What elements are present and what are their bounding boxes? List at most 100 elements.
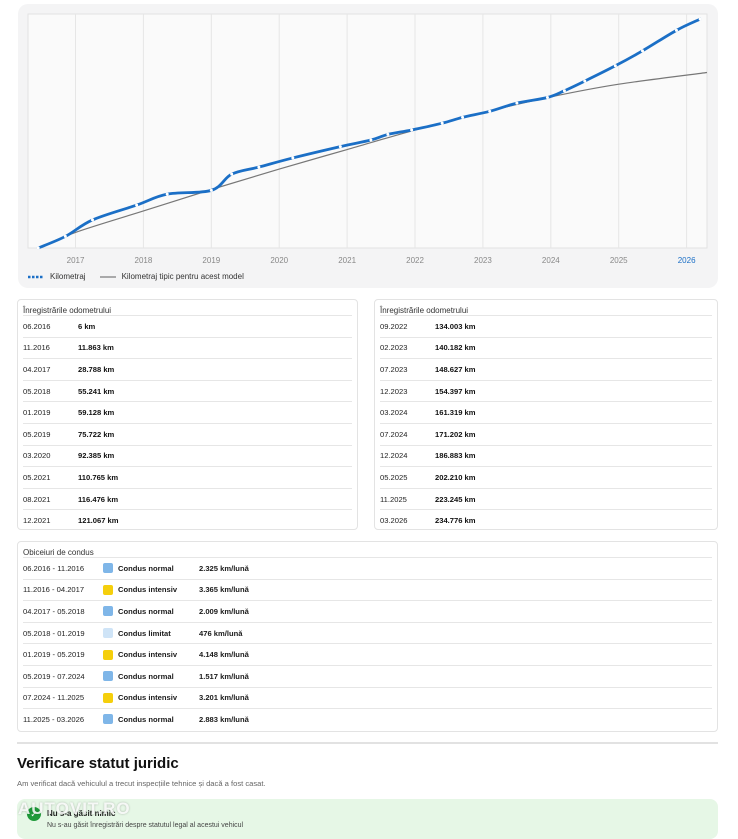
odometer-date: 12.2023 — [380, 386, 408, 396]
odometer-row: 01.2019 59.128 km — [23, 401, 352, 423]
odometer-row: 05.2018 55.241 km — [23, 379, 352, 402]
legend-item-mileage: Kilometraj — [28, 272, 86, 281]
odometer-date: 09.2022 — [380, 321, 408, 331]
habit-color-swatch — [103, 584, 113, 595]
odometer-date: 11.2025 — [380, 494, 407, 504]
habit-row: 04.2017 - 05.2018 Condus normal 2.009 km/l… — [23, 600, 712, 622]
habit-type: Condus normal — [118, 606, 174, 616]
habit-row: 05.2019 - 07.2024 Condus normal 1.517 km/l… — [23, 664, 712, 687]
mileage-point — [209, 188, 213, 192]
odometer-row: 11.2016 11.863 km — [23, 336, 352, 359]
habit-period: 07.2024 - 11.2025 — [23, 693, 85, 703]
mileage-point — [135, 203, 139, 207]
odometer-km: 154.397 km — [435, 386, 476, 396]
mileage-point — [36, 246, 40, 250]
habit-period: 04.2017 - 05.2018 — [23, 606, 85, 616]
habit-rate: 3.201 km/lună — [199, 693, 249, 703]
mileage-point — [488, 109, 492, 113]
legend-item-typical: Kilometraj tipic pentru acest model — [99, 272, 244, 281]
habit-row: 05.2018 - 01.2019 Condus limitat 476 km/lu… — [23, 621, 712, 644]
habit-row: 06.2016 - 11.2016 Condus normal 2.325 km/l… — [23, 557, 712, 579]
odometer-km: 110.765 km — [78, 472, 119, 482]
odometer-card-right: Înregistrările odometrului 09.2022 134.00… — [374, 299, 718, 530]
habit-rate: 2.883 km/lună — [199, 714, 249, 724]
series-line-typical — [37, 71, 708, 249]
odometer-date: 02.2023 — [380, 343, 408, 353]
odometer-row: 02.2023 140.182 km — [380, 336, 712, 359]
odometer-date: 05.2018 — [23, 386, 51, 396]
odometer-km: 75.722 km — [78, 429, 115, 439]
habit-color-swatch — [103, 628, 113, 639]
legal-status-text: Nu s-au găsit înregistrări despre statut… — [47, 822, 244, 829]
odometer-km: 121.067 km — [78, 516, 119, 526]
legal-status-title: Nu s-a găsit nimic — [47, 809, 116, 818]
odometer-km: 28.788 km — [78, 364, 115, 374]
odometer-row: 05.2021 110.765 km — [23, 466, 352, 488]
mileage-point — [515, 101, 519, 105]
habit-period: 05.2019 - 07.2024 — [23, 671, 85, 681]
odometer-row: 03.2024 161.319 km — [380, 401, 712, 423]
habit-type: Condus intensiv — [118, 650, 178, 660]
mileage-chart: 2017 2018 2019 2020 2021 2022 2023 2024 2025 2026 — [27, 13, 708, 265]
odometer-km: 92.385 km — [78, 451, 115, 461]
mileage-point — [165, 192, 169, 196]
odometer-km: 161.319 km — [435, 408, 476, 418]
habit-period: 11.2016 - 04.2017 — [23, 585, 85, 595]
series-line-mileage — [36, 17, 702, 250]
mileage-point — [338, 145, 342, 149]
odometer-km: 55.241 km — [78, 386, 115, 396]
odometer-date: 05.2019 — [23, 429, 51, 439]
habit-row: 11.2025 - 03.2026 Condus normal 2.883 km/l… — [23, 708, 712, 730]
odometer-row: 12.2023 154.397 km — [380, 379, 712, 402]
mileage-point — [461, 115, 465, 119]
mileage-point — [369, 138, 373, 142]
habit-row: 11.2016 - 04.2017 Condus intensiv 3.365 km… — [23, 578, 712, 601]
mileage-point — [386, 132, 390, 136]
odometer-date: 12.2021 — [23, 516, 51, 526]
odometer-date: 03.2024 — [380, 408, 408, 418]
watermark-logo: AUTOVIT.RO — [18, 799, 131, 818]
mileage-point — [583, 79, 587, 83]
odometer-title: Înregistrările odometrului — [23, 306, 112, 315]
odometer-date: 05.2021 — [23, 472, 51, 482]
odometer-row: 03.2020 92.385 km — [23, 444, 352, 467]
x-tick-label: 2019 — [202, 256, 220, 265]
habit-rate: 3.365 km/lună — [199, 585, 249, 595]
legal-section-title: Verificare statut juridic — [17, 755, 179, 772]
mileage-point — [545, 95, 549, 99]
habit-row: 01.2019 - 05.2019 Condus intensiv 4.148 km… — [23, 643, 712, 665]
odometer-date: 05.2025 — [380, 472, 408, 482]
odometer-row: 09.2022 134.003 km — [380, 315, 712, 337]
legal-section-subtitle: Am verificat dacă vehiculul a trecut ins… — [17, 779, 266, 788]
odometer-row: 04.2017 28.788 km — [23, 358, 352, 380]
habit-type: Condus normal — [118, 714, 174, 724]
x-tick-label: 2017 — [67, 256, 85, 265]
odometer-row: 08.2021 116.476 km — [23, 487, 352, 510]
habit-rate: 4.148 km/lună — [199, 650, 249, 660]
mileage-point — [91, 218, 95, 222]
x-tick-label: 2022 — [406, 256, 424, 265]
mileage-point — [230, 172, 234, 176]
habit-type: Condus limitat — [118, 628, 171, 638]
odometer-date: 12.2024 — [380, 451, 408, 461]
odometer-row: 05.2019 75.722 km — [23, 422, 352, 445]
odometer-km: 171.202 km — [435, 429, 476, 439]
habit-period: 11.2025 - 03.2026 — [23, 714, 85, 724]
habits-title: Obiceiuri de condus — [23, 548, 94, 557]
odometer-km: 11.863 km — [78, 343, 114, 353]
odometer-row: 12.2024 186.883 km — [380, 444, 712, 467]
habit-period: 05.2018 - 01.2019 — [23, 628, 85, 638]
mileage-point — [674, 28, 678, 32]
habit-row: 07.2024 - 11.2025 Condus intensiv 3.201 km… — [23, 686, 712, 709]
mileage-point — [410, 128, 414, 132]
odometer-row: 03.2026 234.776 km — [380, 509, 712, 531]
odometer-date: 07.2024 — [380, 429, 408, 439]
habit-type: Condus intensiv — [118, 585, 178, 595]
habit-color-swatch — [103, 692, 113, 703]
odometer-row: 12.2021 121.067 km — [23, 509, 352, 531]
legend-swatch-typical — [99, 275, 116, 278]
x-tick-label: 2020 — [270, 256, 288, 265]
habit-color-swatch — [103, 671, 113, 682]
odometer-km: 202.210 km — [435, 472, 476, 482]
habit-type: Condus normal — [118, 563, 174, 573]
